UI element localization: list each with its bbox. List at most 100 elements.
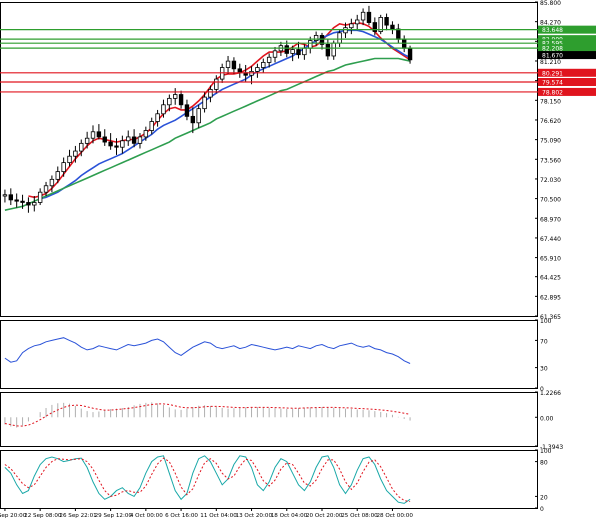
y-tick-label: 100 [540, 318, 552, 325]
candle-body [73, 150, 78, 157]
y-tick-label: 78.150 [540, 98, 561, 105]
x-tick-label: 25 Oct 08:00 [341, 513, 378, 519]
candle-body [137, 136, 143, 144]
candle-body [407, 47, 413, 61]
y-tick-label: 84.270 [540, 20, 561, 27]
moving-average-line [4, 57, 411, 211]
candle-body [272, 50, 278, 58]
y-tick-label: 0 [540, 386, 544, 393]
y-tick-label: 100 [540, 448, 552, 455]
x-tick-label: 18 Oct 04:00 [271, 513, 308, 519]
candle-body [108, 141, 113, 147]
candle-body [231, 60, 237, 70]
y-tick-label: 70.500 [540, 197, 561, 204]
x-tick-label: 17 Sep 20:00 [0, 513, 27, 519]
candle-body [32, 202, 37, 206]
y-tick-label: 72.030 [540, 177, 561, 184]
candle-body [261, 61, 266, 68]
x-tick-label: 20 Oct 20:00 [306, 513, 343, 519]
candle-body [61, 162, 66, 173]
y-tick-label: 68.970 [540, 216, 561, 223]
panel-price: 85.80084.27082.74081.21079.68078.15076.6… [0, 0, 596, 321]
x-tick-label: 26 Sep 22:01 [59, 513, 97, 519]
candle-body [313, 35, 319, 41]
candle-body [366, 11, 372, 23]
oscillator-line [4, 457, 411, 503]
y-tick-label: 67.440 [540, 236, 561, 243]
candle-body [284, 45, 289, 54]
candle-body [343, 27, 348, 34]
x-tick-label: 28 Oct 00:00 [376, 513, 413, 519]
candle-body [372, 22, 378, 32]
y-tick-label: 62.895 [540, 294, 561, 301]
y-tick-label: 73.560 [540, 157, 561, 164]
y-tick-label: 75.090 [540, 138, 561, 145]
candle-body [214, 78, 219, 90]
candle-body [37, 191, 43, 203]
candle-body [390, 24, 395, 30]
candle-body [155, 113, 160, 122]
y-tick-label: -1.3943 [540, 444, 563, 451]
pivot-value-label: 83.648 [542, 27, 563, 34]
moving-average-line [28, 21, 411, 199]
panel-frame [0, 392, 538, 447]
y-tick-label: 65.910 [540, 256, 561, 263]
oscillator-line [4, 337, 411, 364]
candle-body [225, 60, 231, 68]
y-tick-label: 20 [540, 494, 548, 501]
last-price-label: 81.670 [542, 53, 563, 60]
candle-body [173, 94, 178, 99]
pivot-value-box [538, 35, 596, 44]
x-tick-label: 29 Sep 12:00 [95, 513, 133, 519]
candle-body [8, 194, 14, 201]
candle-body [308, 40, 313, 49]
candle-body [337, 32, 342, 44]
candle-body [184, 104, 190, 117]
y-tick-label: 0.00 [540, 415, 554, 422]
candle-body [384, 17, 389, 26]
candle-body [396, 28, 401, 40]
x-tick-label: 4 Oct 00:00 [130, 513, 163, 519]
pivot-value-box [538, 25, 596, 34]
pivot-value-label: 79.574 [542, 80, 563, 87]
candle-body [49, 178, 55, 187]
candle-body [102, 136, 107, 143]
panel-oscillator-3: 100 80 20 0 [0, 448, 552, 513]
panel-frame [0, 320, 538, 389]
panel-frame [0, 450, 538, 509]
candle-body [143, 130, 149, 138]
y-tick-label: 61.365 [540, 314, 561, 321]
candle-body [190, 115, 196, 124]
candle-body [79, 142, 84, 152]
y-tick-label: 30 [540, 366, 548, 373]
pivot-value-box [538, 78, 596, 87]
candle-body [202, 96, 207, 110]
candle-body [255, 67, 260, 72]
candle-body [67, 155, 72, 164]
candle-body [296, 49, 301, 56]
candle-body [96, 131, 102, 138]
y-tick-label: 76.620 [540, 118, 561, 125]
candle-body [319, 35, 325, 45]
x-tick-label: 13 Oct 20:00 [236, 513, 273, 519]
candle-body [325, 44, 331, 57]
x-tick-label: 6 Oct 16:00 [165, 513, 198, 519]
pivot-value-label: 78.802 [542, 89, 563, 96]
pivot-value-label: 80.291 [542, 70, 563, 77]
panel-oscillator-2: 1.2266 0.00 -1.3943 [0, 390, 563, 451]
candle-body [167, 97, 172, 106]
y-tick-label: 1.2266 [540, 390, 561, 397]
y-tick-label: 80 [540, 460, 548, 467]
candle-body [349, 23, 354, 29]
moving-average-line [40, 29, 411, 200]
last-price-box [538, 51, 596, 60]
candle-body [290, 49, 295, 54]
candle-body [302, 47, 307, 56]
y-tick-label: 70 [540, 338, 548, 345]
candle-body [149, 121, 154, 131]
candle-body [355, 19, 360, 25]
candle-body [14, 199, 19, 202]
